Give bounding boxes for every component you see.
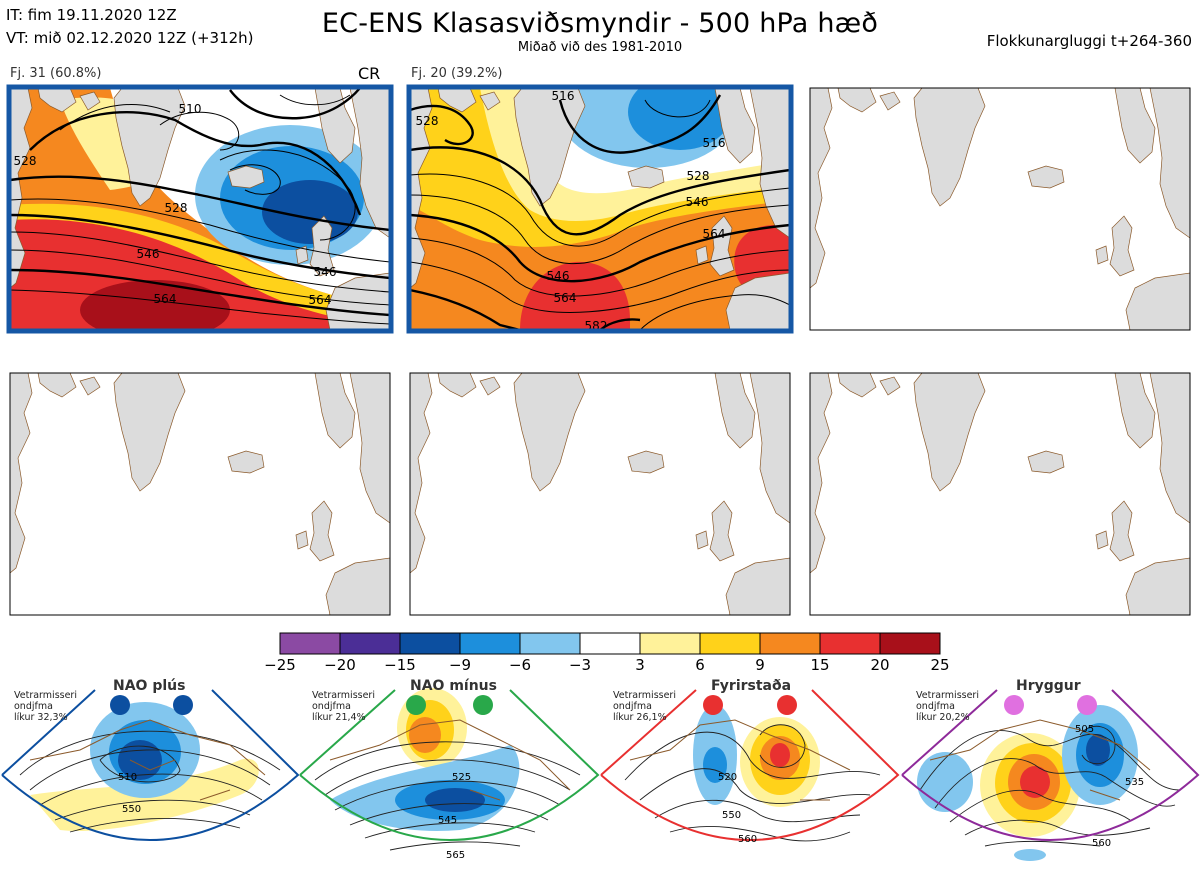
regime-note-line: ondjfma: [916, 701, 955, 712]
header-info: IT: fim 19.11.2020 12Z VT: mið 02.12.202…: [6, 4, 254, 50]
p2-label-528b: 528: [687, 169, 710, 183]
regime-note-line: Vetrarmisseri: [312, 690, 375, 701]
colorbar-bin: [399, 632, 461, 655]
nao-minus-label-565: 565: [446, 850, 465, 861]
ridge-label-505: 505: [1075, 724, 1094, 735]
colorbar-tick-label: 3: [635, 656, 645, 674]
regime-note-line: líkur 21,4%: [312, 712, 366, 723]
regime-nao-plus: 510 550: [1, 689, 300, 841]
panel1-label: Fj. 31 (60.8%): [10, 66, 102, 81]
colorbar-tick-label: 20: [870, 656, 890, 674]
p2-label-516b: 516: [703, 136, 726, 150]
panel1-contour-labels: 510 528 528 546 546 564 564: [14, 102, 337, 307]
colorbar-bin: [459, 632, 521, 655]
colorbar-bin: [699, 632, 761, 655]
regime-note-line: Vetrarmisseri: [14, 690, 77, 701]
p1-label-528a: 528: [14, 154, 37, 168]
blocking-label-560: 560: [738, 834, 757, 845]
regime-note-line: ondjfma: [312, 701, 351, 712]
p1-label-564b: 564: [309, 293, 332, 307]
colorbar-bin: [579, 632, 641, 655]
p2-label-528a: 528: [416, 114, 439, 128]
regime-note-blocking: Vetrarmisseri ondjfma líkur 26,1%: [613, 690, 676, 723]
regime-note-line: líkur 20,2%: [916, 712, 970, 723]
nao-minus-label-525: 525: [452, 772, 471, 783]
regime-note-line: Vetrarmisseri: [916, 690, 979, 701]
colorbar-bin: [519, 632, 581, 655]
colorbar-bin: [639, 632, 701, 655]
regime-note-nao-plus: Vetrarmisseri ondjfma líkur 32,3%: [14, 690, 77, 723]
regime-note-line: ondjfma: [613, 701, 652, 712]
regime-note-line: líkur 32,3%: [14, 712, 68, 723]
regime-blocking: 520 550 560: [600, 689, 900, 845]
colorbar-tick-label: −20: [324, 656, 356, 674]
p1-label-546a: 546: [137, 247, 160, 261]
p1-label-510: 510: [179, 102, 202, 116]
regime-note-nao-minus: Vetrarmisseri ondjfma líkur 21,4%: [312, 690, 375, 723]
colorbar-tick-label: 25: [930, 656, 950, 674]
empty-panel-5: [409, 372, 791, 616]
colorbar-ticks: −25 −20 −15 −9 −6 −3 3 6 9 15 20 25: [258, 656, 958, 676]
p2-label-546b: 546: [547, 269, 570, 283]
nao-plus-label-510: 510: [118, 772, 137, 783]
colorbar-tick-label: −6: [508, 656, 532, 674]
page-subtitle: Miðað við des 1981-2010: [517, 40, 683, 55]
p1-label-528b: 528: [165, 201, 188, 215]
panel1-map: 510 528 528 546 546 564 564: [6, 84, 394, 334]
p2-label-564a: 564: [703, 227, 726, 241]
colorbar-bin: [879, 632, 941, 655]
colorbar-bin: [279, 632, 341, 655]
colorbar-tick-label: −3: [568, 656, 592, 674]
ridge-label-535: 535: [1125, 777, 1144, 788]
page-title: EC-ENS Klasasviðsmyndir - 500 hPa hæð: [321, 8, 879, 39]
blocking-label-550: 550: [722, 810, 741, 821]
regime-title-nao-plus: NAO plús: [113, 678, 186, 694]
regime-note-ridge: Vetrarmisseri ondjfma líkur 20,2%: [916, 690, 979, 723]
colorbar-tick-label: −9: [448, 656, 472, 674]
empty-panel-3: [809, 87, 1191, 331]
colorbar-tick-label: −15: [384, 656, 416, 674]
panel2-contour-labels: 516 528 528 516 546 564 546 564 582: [416, 89, 726, 333]
valid-time: VT: mið 02.12.2020 12Z (+312h): [6, 29, 254, 47]
p1-label-564a: 564: [154, 292, 177, 306]
regime-ridge: 505 535 560: [901, 689, 1200, 861]
nao-minus-label-545: 545: [438, 815, 457, 826]
colorbar-bin: [759, 632, 821, 655]
regime-title-nao-minus: NAO mínus: [410, 678, 497, 694]
panel1-frame: [6, 84, 394, 334]
nao-plus-label-550: 550: [122, 804, 141, 815]
regime-note-line: líkur 26,1%: [613, 712, 667, 723]
ridge-label-560: 560: [1092, 838, 1111, 849]
p1-label-546b: 546: [314, 265, 337, 279]
regime-note-line: ondjfma: [14, 701, 53, 712]
colorbar: [279, 632, 941, 655]
colorbar-bin: [339, 632, 401, 655]
regime-title-ridge: Hryggur: [1016, 678, 1081, 694]
blocking-label-520: 520: [718, 772, 737, 783]
panel2-label: Fj. 20 (39.2%): [411, 66, 503, 81]
initial-time: IT: fim 19.11.2020 12Z: [6, 6, 177, 24]
regime-note-line: Vetrarmisseri: [613, 690, 676, 701]
regime-title-blocking: Fyrirstaða: [711, 678, 792, 694]
colorbar-tick-label: −25: [264, 656, 296, 674]
p2-label-516a: 516: [552, 89, 575, 103]
panel2-map: 516 528 528 516 546 564 546 564 582: [406, 84, 794, 334]
empty-panel-4: [9, 372, 391, 616]
panel1-tag: CR: [358, 64, 381, 83]
p2-label-564b: 564: [554, 291, 577, 305]
regime-nao-minus: 525 545 565: [299, 688, 600, 861]
colorbar-bin: [819, 632, 881, 655]
panel2-frame: [406, 84, 794, 334]
empty-panel-6: [809, 372, 1191, 616]
classification-window: Flokkunargluggi t+264-360: [986, 32, 1192, 50]
colorbar-tick-label: 15: [810, 656, 830, 674]
colorbar-tick-label: 9: [755, 656, 765, 674]
colorbar-tick-label: 6: [695, 656, 705, 674]
p2-label-546a: 546: [686, 195, 709, 209]
